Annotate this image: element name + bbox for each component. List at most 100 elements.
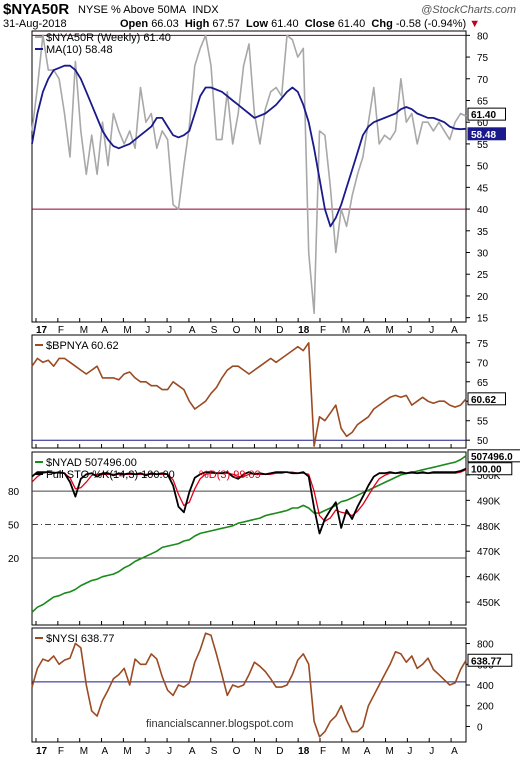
date-label: 31-Aug-2018 xyxy=(3,18,67,30)
panel-frame-1 xyxy=(31,30,467,323)
x-tick-label: F xyxy=(320,325,326,336)
x-tick-label: A xyxy=(102,746,109,757)
x-tick-label: D xyxy=(276,325,283,336)
y-tick-label: 460K xyxy=(477,573,501,584)
x-tick-label: 18 xyxy=(298,325,310,336)
y-tick-label: 0 xyxy=(477,722,483,733)
description-text: NYSE % Above 50MA xyxy=(78,4,187,16)
y-tick-label: 500K xyxy=(477,471,501,482)
x-tick-label: O xyxy=(233,325,241,336)
series-nysi-line xyxy=(31,632,467,738)
x-tick-label: M xyxy=(342,325,350,336)
y-tick-label: 490K xyxy=(477,496,501,507)
y-tick-label: 75 xyxy=(477,339,489,350)
close-label: Close xyxy=(304,18,335,30)
y-tick-label: 20 xyxy=(477,292,489,303)
chg-down-icon: ▼ xyxy=(469,18,481,30)
y-tick-label: 400 xyxy=(477,681,494,692)
sto-level-label: 50 xyxy=(8,521,20,532)
x-tick-label: J xyxy=(145,746,150,757)
y-tick-label: 450K xyxy=(477,598,501,609)
x-tick-label: F xyxy=(320,746,326,757)
price-tag-text: 60.62 xyxy=(471,395,496,406)
symbol-label: $NYA50R xyxy=(3,1,70,18)
legend-nyad-text: $NYAD 507496.00 xyxy=(46,457,137,469)
series-bpnya-line xyxy=(31,341,467,447)
panel-frame-2 xyxy=(31,334,467,449)
legend-ma10: MA(10) 58.48 xyxy=(35,44,113,56)
ohlc-readout: Open 66.03 High 67.57 Low 61.40 Close 61… xyxy=(120,18,480,30)
chart-header: $NYA50R NYSE % Above 50MA INDX @StockCha… xyxy=(0,0,520,30)
legend-nyad: $NYAD 507496.00 xyxy=(35,457,137,469)
legend-nya50r-text: $NYA50R (Weekly) 61.40 xyxy=(46,32,171,44)
open-label: Open xyxy=(120,18,149,30)
price-tag-text: 61.40 xyxy=(471,110,496,121)
legend-bpnya-text: $BPNYA 60.62 xyxy=(46,340,119,352)
x-tick-label: A xyxy=(364,325,371,336)
y-tick-label: 35 xyxy=(477,227,489,238)
legend-sto-k-text: Full STO %K(14,3) 100.00 xyxy=(46,469,175,481)
y-tick-label: 80 xyxy=(477,31,489,42)
price-tag-nyad: 507496.0 xyxy=(467,449,520,463)
x-tick-label: F xyxy=(58,325,64,336)
high-value: 67.57 xyxy=(212,18,240,30)
high-label: High xyxy=(184,18,210,30)
price-tag-nysi: 638.77 xyxy=(467,653,513,667)
y-tick-label: 70 xyxy=(477,75,489,86)
y-tick-label: 65 xyxy=(477,96,489,107)
y-tick-label: 55 xyxy=(477,140,489,151)
y-tick-label: 40 xyxy=(477,205,489,216)
y-tick-label: 55 xyxy=(477,417,489,428)
legend-nysi: $NYSI 638.77 xyxy=(35,633,115,645)
x-tick-label: O xyxy=(233,746,241,757)
x-tick-label: M xyxy=(386,325,394,336)
y-tick-label: 50 xyxy=(477,436,489,447)
series-ma10-line xyxy=(31,64,467,228)
x-tick-label: A xyxy=(364,746,371,757)
close-value: 61.40 xyxy=(337,18,366,30)
legend-nysi-text: $NYSI 638.77 xyxy=(46,633,115,645)
series-sto-k-line xyxy=(31,467,467,535)
x-tick-label: A xyxy=(189,746,196,757)
brand-label[interactable]: @StockCharts.com xyxy=(421,4,516,16)
y-tick-label: 50 xyxy=(477,162,489,173)
x-tick-label: J xyxy=(145,325,150,336)
series-nyad-line xyxy=(31,455,467,613)
sto-level-label: 20 xyxy=(8,554,20,565)
y-tick-label: 15 xyxy=(477,314,489,325)
chg-label: Chg xyxy=(371,18,393,30)
price-tag-text: 507496.0 xyxy=(471,452,513,463)
y-tick-label: 800 xyxy=(477,640,494,651)
price-tag-sto: 100.00 xyxy=(467,462,513,476)
y-tick-label: 30 xyxy=(477,249,489,260)
x-tick-label: J xyxy=(167,746,172,757)
low-value: 61.40 xyxy=(271,18,299,30)
y-tick-label: 470K xyxy=(477,547,501,558)
x-tick-label: M xyxy=(80,746,88,757)
x-tick-label: S xyxy=(211,746,218,757)
x-tick-label: A xyxy=(102,325,109,336)
symbol-description: NYSE % Above 50MA INDX xyxy=(78,4,219,16)
x-tick-label: 18 xyxy=(298,746,310,757)
legend-nya50r: $NYA50R (Weekly) 61.40 xyxy=(35,32,171,44)
index-tag: INDX xyxy=(192,4,219,16)
x-tick-label: F xyxy=(58,746,64,757)
legend-ma10-text: MA(10) 58.48 xyxy=(46,44,113,56)
price-tag-text: 638.77 xyxy=(471,656,502,667)
y-tick-label: 65 xyxy=(477,378,489,389)
price-tag-nya50r: 61.40 xyxy=(467,107,506,121)
y-tick-label: 75 xyxy=(477,53,489,64)
x-tick-label: A xyxy=(451,746,458,757)
y-tick-label: 45 xyxy=(477,183,489,194)
y-tick-label: 480K xyxy=(477,522,501,533)
y-tick-label: 200 xyxy=(477,702,494,713)
legend-sto: Full STO %K(14,3) 100.00 %D(3) 99.09 xyxy=(35,469,261,481)
x-tick-label: M xyxy=(386,746,394,757)
open-value: 66.03 xyxy=(151,18,179,30)
x-tick-label: J xyxy=(429,325,434,336)
panel-frame-3 xyxy=(31,451,467,626)
x-tick-label: N xyxy=(254,325,261,336)
x-tick-label: D xyxy=(276,746,283,757)
y-tick-label: 60 xyxy=(477,118,489,129)
